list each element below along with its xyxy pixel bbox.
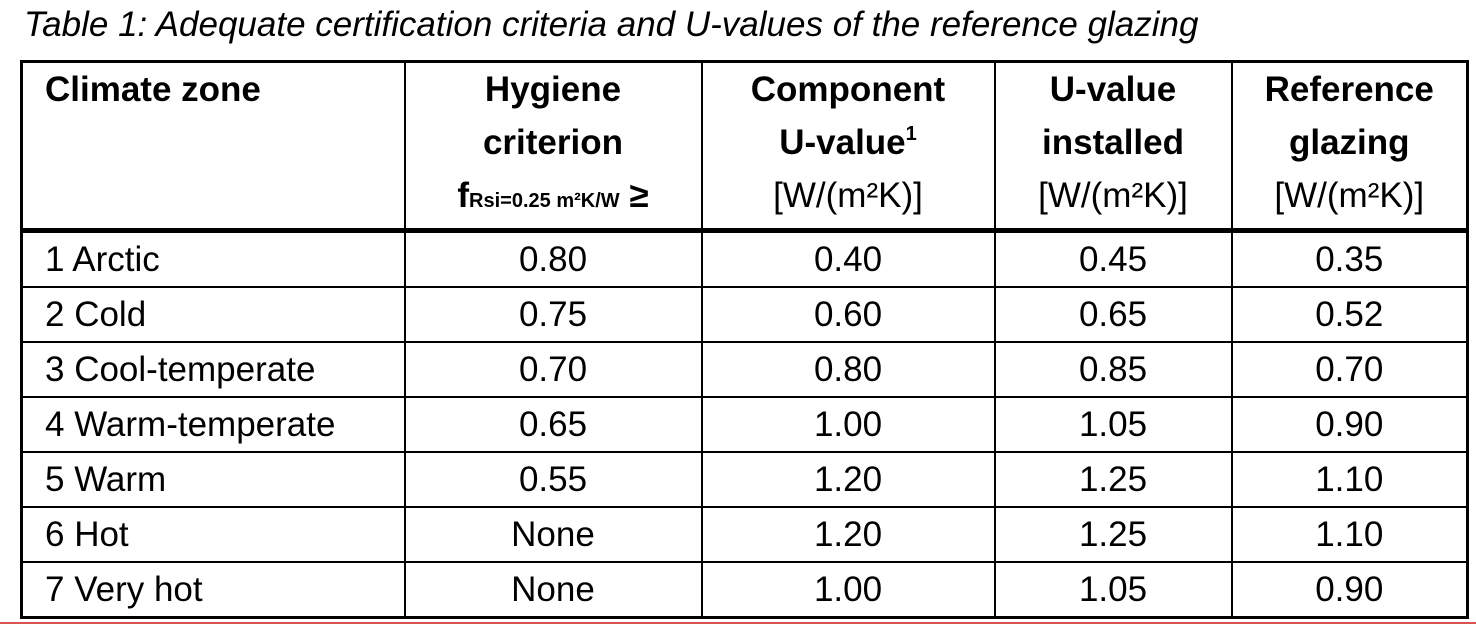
cell-installed: 0.65 bbox=[993, 286, 1233, 343]
cell-installed: 1.25 bbox=[993, 506, 1233, 563]
cell-reference: 0.52 bbox=[1230, 286, 1469, 343]
table-caption: Table 1: Adequate certification criteria… bbox=[24, 5, 1199, 44]
cell-component: 0.60 bbox=[700, 286, 996, 343]
cell-reference: 0.90 bbox=[1230, 396, 1469, 453]
cell-component: 1.20 bbox=[700, 451, 996, 508]
cell-reference: 0.70 bbox=[1230, 341, 1469, 398]
cell-installed: 0.85 bbox=[993, 341, 1233, 398]
cell-reference: 0.90 bbox=[1230, 561, 1469, 619]
table-row: 7 Very hot None 1.00 1.05 0.90 bbox=[20, 561, 1469, 619]
cell-zone: 5 Warm bbox=[20, 451, 406, 508]
header-climate-zone: Climate zone bbox=[20, 60, 406, 233]
cell-hygiene: 0.80 bbox=[403, 229, 703, 288]
header-row: Climate zone Hygiene criterion fRsi=0.25… bbox=[20, 60, 1469, 233]
table-row: 2 Cold 0.75 0.60 0.65 0.52 bbox=[20, 286, 1469, 343]
header-reference-glazing: Reference glazing [W/(m²K)] bbox=[1230, 60, 1469, 233]
cell-component: 1.00 bbox=[700, 396, 996, 453]
page-divider bbox=[0, 622, 1476, 624]
cell-zone: 4 Warm-temperate bbox=[20, 396, 406, 453]
table-row: 1 Arctic 0.80 0.40 0.45 0.35 bbox=[20, 229, 1469, 288]
cell-zone: 1 Arctic bbox=[20, 229, 406, 288]
cell-zone: 7 Very hot bbox=[20, 561, 406, 619]
cell-zone: 6 Hot bbox=[20, 506, 406, 563]
cell-hygiene: 0.75 bbox=[403, 286, 703, 343]
table-row: 3 Cool-temperate 0.70 0.80 0.85 0.70 bbox=[20, 341, 1469, 398]
cell-reference: 1.10 bbox=[1230, 506, 1469, 563]
cell-zone: 3 Cool-temperate bbox=[20, 341, 406, 398]
cell-hygiene: 0.70 bbox=[403, 341, 703, 398]
table-row: 4 Warm-temperate 0.65 1.00 1.05 0.90 bbox=[20, 396, 1469, 453]
hygiene-formula: fRsi=0.25 m²K/W ≥ bbox=[457, 176, 649, 215]
cell-reference: 0.35 bbox=[1230, 229, 1469, 288]
table-row: 5 Warm 0.55 1.20 1.25 1.10 bbox=[20, 451, 1469, 508]
footnote-marker: 1 bbox=[905, 123, 917, 145]
cell-component: 1.20 bbox=[700, 506, 996, 563]
table-row: 6 Hot None 1.20 1.25 1.10 bbox=[20, 506, 1469, 563]
header-u-value-installed: U-value installed [W/(m²K)] bbox=[993, 60, 1233, 233]
cell-installed: 1.25 bbox=[993, 451, 1233, 508]
cell-installed: 1.05 bbox=[993, 396, 1233, 453]
cell-reference: 1.10 bbox=[1230, 451, 1469, 508]
cell-installed: 1.05 bbox=[993, 561, 1233, 619]
cell-component: 1.00 bbox=[700, 561, 996, 619]
cell-zone: 2 Cold bbox=[20, 286, 406, 343]
header-component-u-value: Component U-value1 [W/(m²K)] bbox=[700, 60, 996, 233]
cell-hygiene: None bbox=[403, 506, 703, 563]
cell-hygiene: 0.65 bbox=[403, 396, 703, 453]
header-hygiene-criterion: Hygiene criterion fRsi=0.25 m²K/W ≥ bbox=[403, 60, 703, 233]
cell-installed: 0.45 bbox=[993, 229, 1233, 288]
cell-hygiene: 0.55 bbox=[403, 451, 703, 508]
cell-hygiene: None bbox=[403, 561, 703, 619]
cell-component: 0.40 bbox=[700, 229, 996, 288]
certification-table: Climate zone Hygiene criterion fRsi=0.25… bbox=[20, 60, 1469, 619]
cell-component: 0.80 bbox=[700, 341, 996, 398]
